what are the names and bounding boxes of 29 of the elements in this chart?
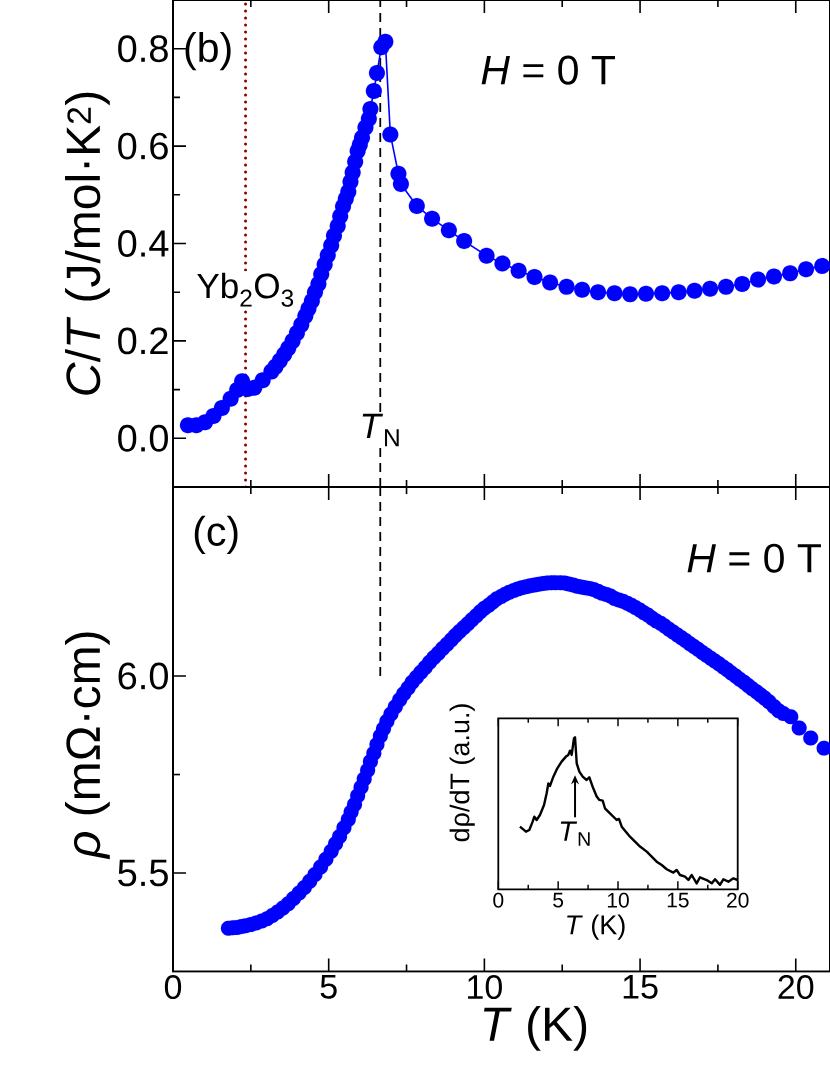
x-tick-label: 15 (667, 892, 689, 908)
y-axis-title: C/T (J/mol·K$^{2}$) (65, 92, 110, 395)
y-tick-label: 0.0 (118, 424, 168, 452)
ref-line-label: Yb$_{2}$O$_{3}$ (197, 272, 294, 307)
y-tick-label: 0.8 (118, 35, 168, 63)
x-axis-title: T (K) (483, 1005, 587, 1051)
x-tick-label: 10 (468, 975, 502, 1000)
y-tick-label: 0.4 (118, 230, 169, 257)
x-tick-label: 0 (164, 975, 182, 1000)
annotation: (c) (194, 515, 238, 555)
y-tick-label: 6.0 (118, 662, 168, 690)
x-tick-label: 5 (553, 892, 564, 908)
x-tick-label: 15 (623, 975, 658, 999)
x-tick-label: 0 (493, 892, 504, 908)
annotation: H = 0 T (481, 55, 615, 85)
annotation: (b) (185, 32, 231, 71)
x-tick-label: 5 (320, 975, 337, 999)
x-tick-label: 20 (778, 975, 814, 1000)
y-tick-label: 0.6 (118, 132, 168, 160)
y-axis-title: ρ (mΩ·cm) (65, 632, 110, 860)
y-tick-label: 5.5 (118, 859, 168, 887)
y-tick-label: 0.2 (118, 327, 168, 355)
annotation: H = 0 T (687, 543, 821, 573)
x-tick-label: 10 (607, 892, 629, 908)
y-axis-title: dρ/dT (a.u.) (449, 704, 475, 842)
annotation: T$_{N}$ (560, 821, 590, 846)
x-axis-title: T (K) (567, 914, 625, 940)
ref-line-label: T$_{N}$ (362, 413, 399, 447)
x-tick-label: 20 (727, 892, 749, 908)
